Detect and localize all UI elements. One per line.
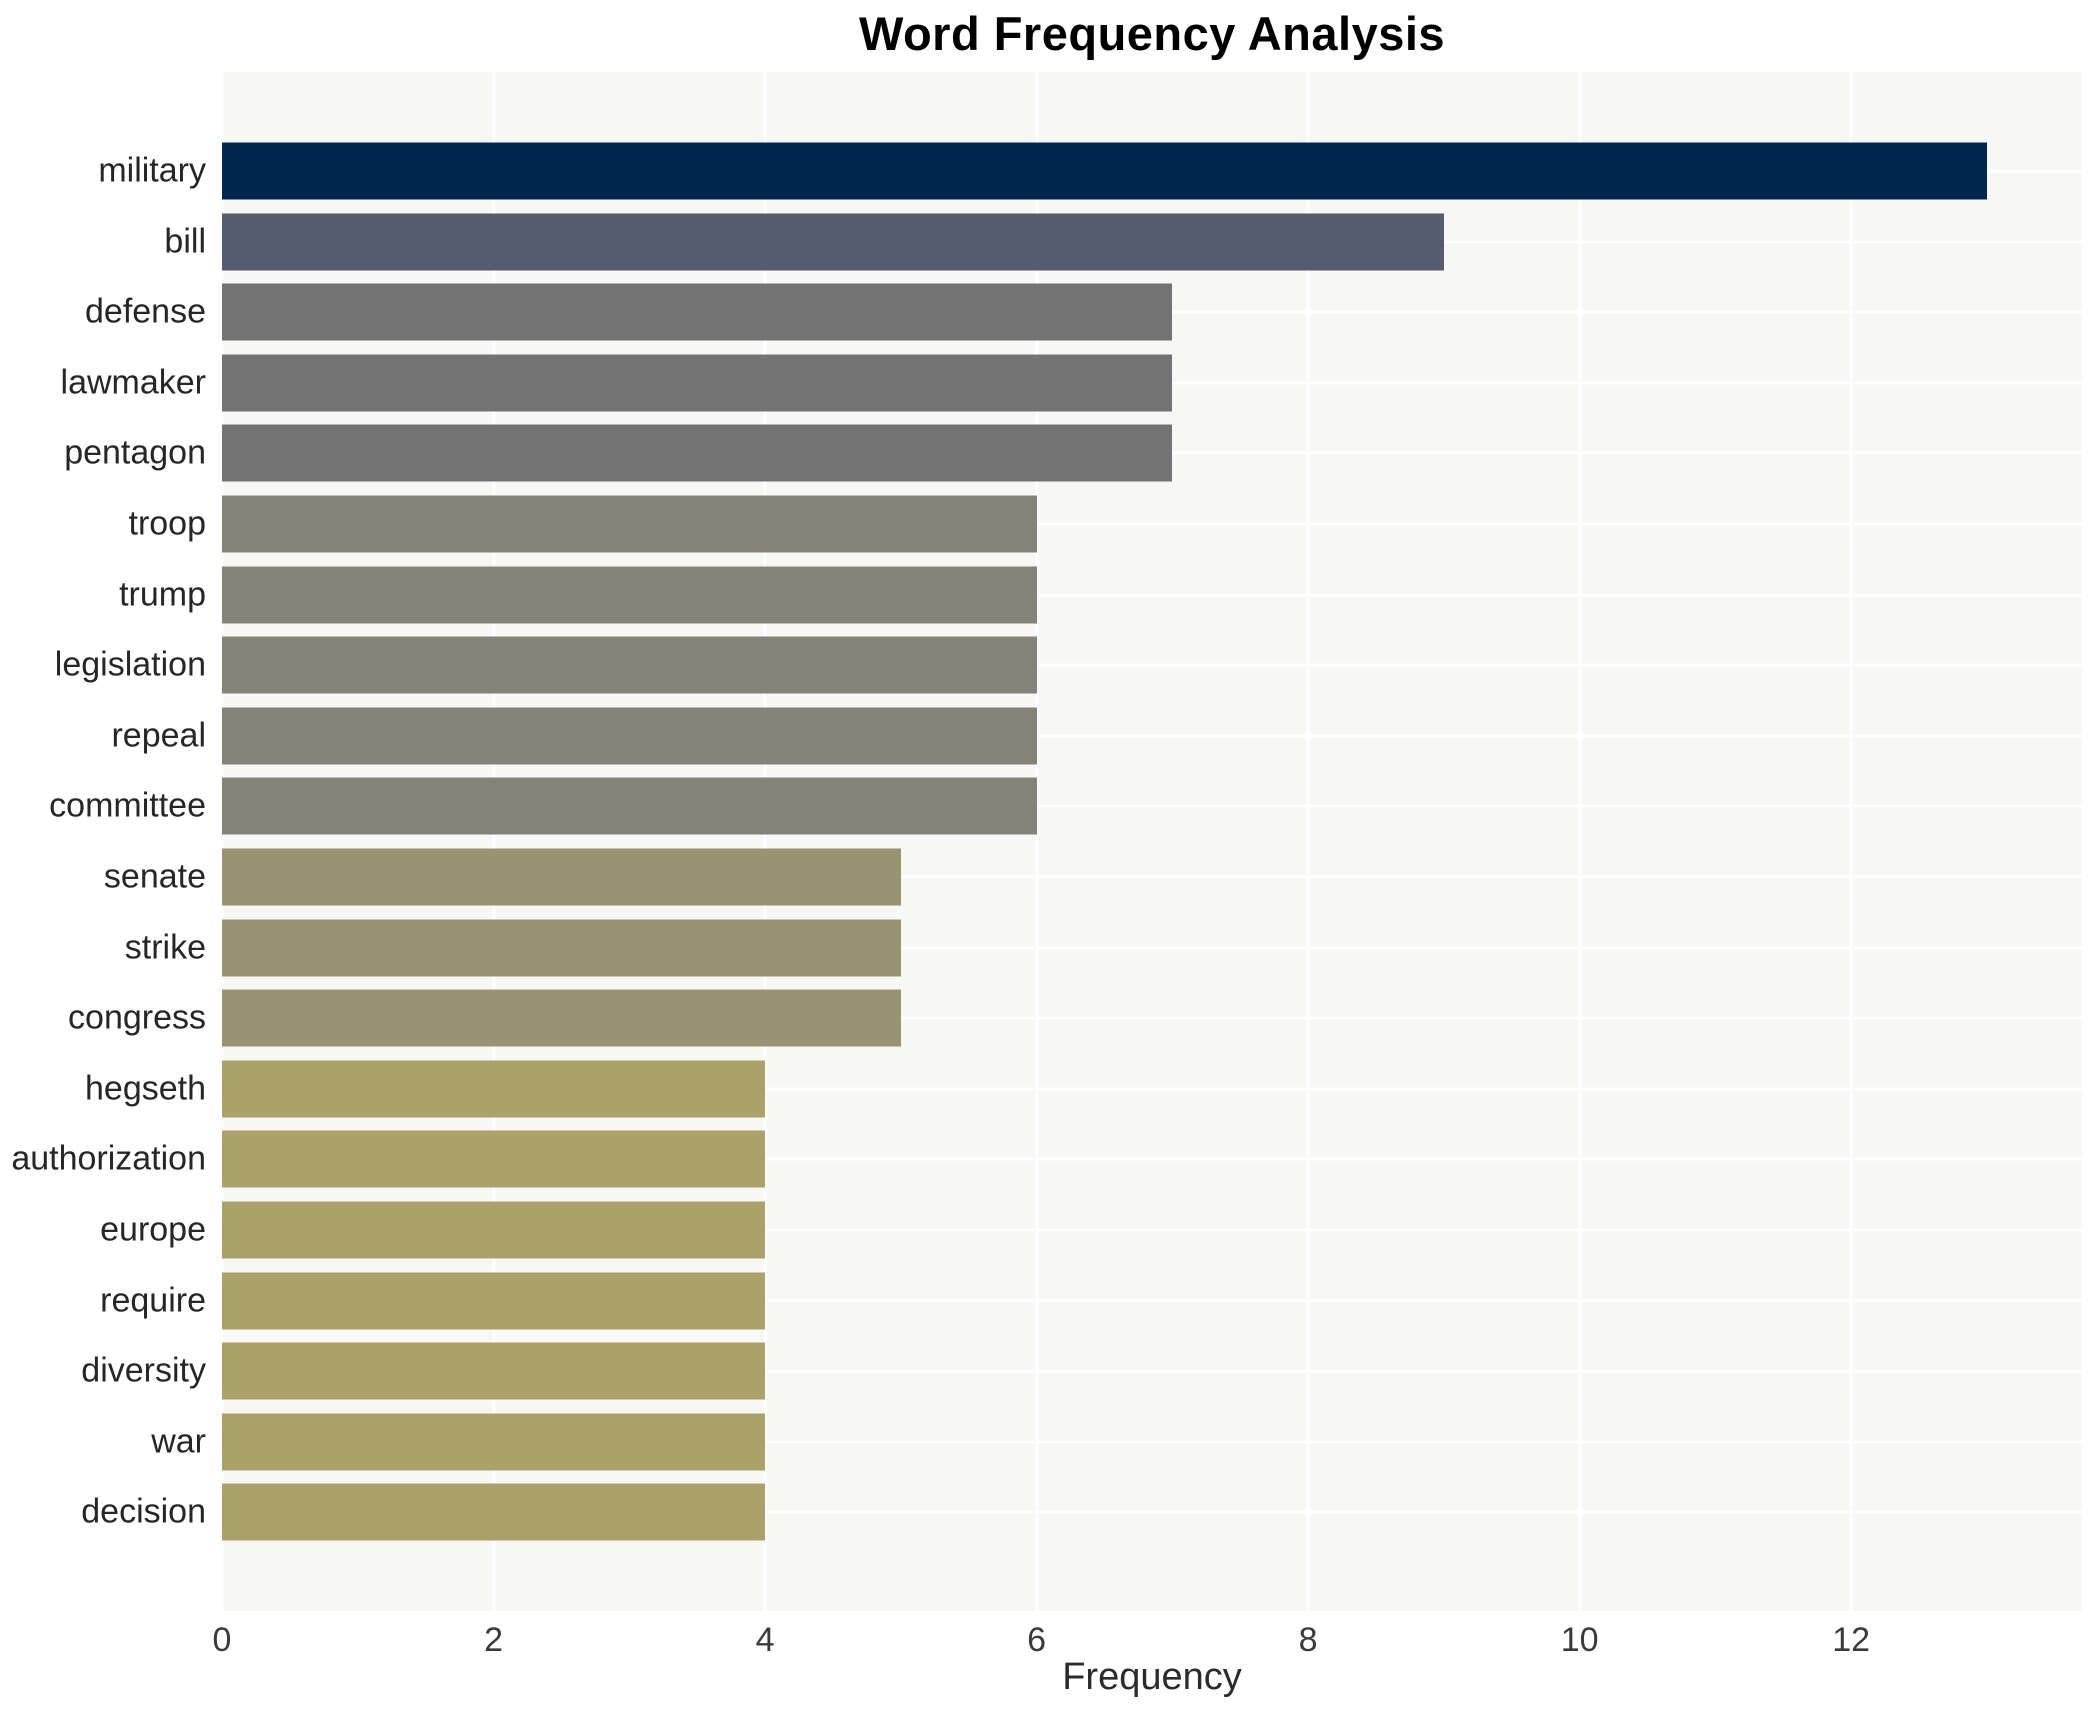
bar-legislation	[222, 636, 1037, 694]
bar-require	[222, 1272, 766, 1330]
bar-military	[222, 142, 1987, 200]
gridline-v-8	[1306, 72, 1310, 1611]
y-tick-label-repeal: repeal	[111, 716, 206, 755]
gridline-v-12	[1849, 72, 1853, 1611]
x-tick-label-10: 10	[1560, 1621, 1599, 1659]
bar-diversity	[222, 1342, 766, 1400]
gridline-h-legislation	[222, 663, 2082, 667]
gridline-h-war	[222, 1440, 2082, 1444]
gridline-h-troop	[222, 522, 2082, 526]
gridline-h-congress	[222, 1016, 2082, 1020]
bar-authorization	[222, 1130, 766, 1188]
y-tick-label-war: war	[151, 1422, 206, 1461]
gridline-v-0	[220, 72, 224, 1611]
gridline-h-europe	[222, 1228, 2082, 1232]
y-tick-label-congress: congress	[68, 998, 206, 1037]
gridline-h-hegseth	[222, 1087, 2082, 1091]
y-tick-label-authorization: authorization	[11, 1139, 206, 1178]
bar-pentagon	[222, 424, 1173, 482]
x-tick-label-2: 2	[484, 1621, 503, 1659]
y-tick-label-committee: committee	[49, 786, 206, 825]
x-axis-label: Frequency	[1062, 1656, 1242, 1698]
x-tick-label-0: 0	[212, 1621, 232, 1659]
x-tick-label-4: 4	[755, 1621, 775, 1659]
y-tick-label-military: military	[98, 151, 206, 190]
gridline-v-6	[1035, 72, 1039, 1611]
bar-trump	[222, 566, 1037, 624]
y-tick-label-require: require	[100, 1281, 206, 1320]
bar-repeal	[222, 707, 1037, 765]
plot-area	[220, 72, 2082, 1611]
bar-senate	[222, 848, 901, 906]
y-tick-label-europe: europe	[100, 1210, 206, 1249]
y-tick-label-diversity: diversity	[81, 1351, 206, 1390]
bar-strike	[222, 919, 901, 977]
gridline-h-committee	[222, 804, 2082, 808]
y-tick-label-troop: troop	[128, 504, 207, 543]
bar-decision	[222, 1483, 766, 1541]
bar-hegseth	[222, 1060, 766, 1118]
gridline-h-authorization	[222, 1157, 2082, 1161]
y-tick-label-bill: bill	[164, 222, 206, 261]
bar-war	[222, 1413, 766, 1471]
y-tick-label-trump: trump	[119, 575, 206, 614]
gridline-h-repeal	[222, 734, 2082, 738]
x-tick-label-6: 6	[1027, 1621, 1047, 1659]
gridline-h-trump	[222, 593, 2082, 597]
y-tick-label-hegseth: hegseth	[85, 1069, 206, 1108]
gridline-h-require	[222, 1299, 2082, 1303]
y-tick-label-lawmaker: lawmaker	[60, 363, 206, 402]
gridline-h-decision	[222, 1510, 2082, 1514]
gridline-h-diversity	[222, 1369, 2082, 1373]
y-tick-label-pentagon: pentagon	[64, 433, 206, 472]
gridline-v-2	[492, 72, 496, 1611]
y-tick-label-defense: defense	[85, 292, 206, 331]
bar-lawmaker	[222, 354, 1173, 412]
x-tick-label-8: 8	[1298, 1621, 1318, 1659]
chart-title: Word Frequency Analysis	[858, 7, 1446, 60]
bar-congress	[222, 989, 901, 1047]
bar-europe	[222, 1201, 766, 1259]
gridline-v-4	[763, 72, 767, 1611]
y-tick-label-strike: strike	[124, 928, 206, 967]
gridline-h-strike	[222, 946, 2082, 950]
y-tick-label-senate: senate	[103, 857, 206, 896]
bar-defense	[222, 283, 1173, 341]
y-tick-label-legislation: legislation	[54, 645, 206, 684]
gridline-h-senate	[222, 875, 2082, 879]
x-tick-label-12: 12	[1832, 1621, 1871, 1659]
bar-troop	[222, 495, 1037, 553]
bar-committee	[222, 777, 1037, 835]
y-tick-label-decision: decision	[81, 1492, 206, 1531]
gridline-v-10	[1578, 72, 1582, 1611]
bar-bill	[222, 213, 1444, 271]
